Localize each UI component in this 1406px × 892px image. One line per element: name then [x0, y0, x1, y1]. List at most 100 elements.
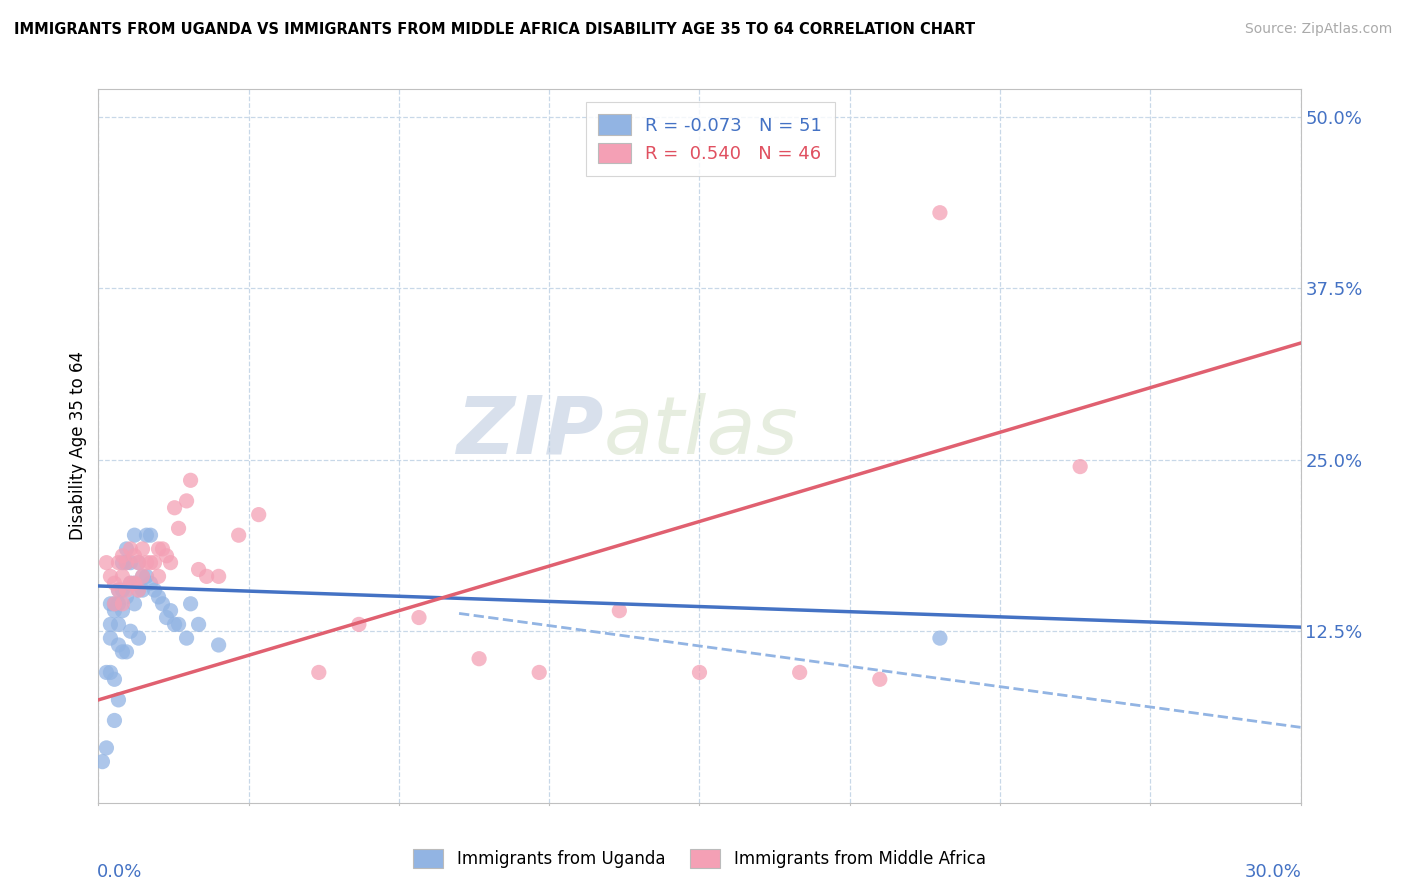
Point	[128, 583, 150, 598]
Point	[689, 665, 711, 680]
Point	[152, 541, 174, 556]
Point	[187, 562, 209, 576]
Point	[155, 610, 177, 624]
Point	[115, 541, 138, 556]
Point	[1069, 459, 1091, 474]
Point	[143, 556, 166, 570]
Point	[148, 590, 170, 604]
Point	[167, 521, 190, 535]
Point	[163, 500, 186, 515]
Y-axis label: Disability Age 35 to 64: Disability Age 35 to 64	[69, 351, 87, 541]
Point	[159, 604, 181, 618]
Point	[103, 597, 125, 611]
Point	[96, 556, 118, 570]
Text: IMMIGRANTS FROM UGANDA VS IMMIGRANTS FROM MIDDLE AFRICA DISABILITY AGE 35 TO 64 : IMMIGRANTS FROM UGANDA VS IMMIGRANTS FRO…	[14, 22, 976, 37]
Point	[180, 473, 202, 487]
Point	[128, 631, 150, 645]
Point	[148, 569, 170, 583]
Point	[131, 569, 153, 583]
Point	[111, 556, 134, 570]
Point	[124, 597, 146, 611]
Point	[103, 576, 125, 591]
Text: 0.0%: 0.0%	[97, 863, 142, 881]
Point	[111, 604, 134, 618]
Point	[187, 617, 209, 632]
Point	[124, 549, 146, 563]
Point	[107, 693, 129, 707]
Point	[107, 583, 129, 598]
Point	[152, 597, 174, 611]
Point	[115, 645, 138, 659]
Point	[929, 205, 952, 219]
Text: ZIP: ZIP	[456, 392, 603, 471]
Text: Source: ZipAtlas.com: Source: ZipAtlas.com	[1244, 22, 1392, 37]
Point	[103, 714, 125, 728]
Point	[135, 528, 157, 542]
Point	[869, 673, 891, 687]
Point	[120, 556, 142, 570]
Point	[115, 590, 138, 604]
Point	[139, 576, 162, 591]
Point	[208, 569, 231, 583]
Point	[139, 528, 162, 542]
Point	[103, 673, 125, 687]
Point	[143, 583, 166, 598]
Point	[208, 638, 231, 652]
Point	[111, 645, 134, 659]
Point	[131, 541, 153, 556]
Point	[107, 617, 129, 632]
Point	[120, 624, 142, 639]
Text: atlas: atlas	[603, 392, 799, 471]
Point	[163, 617, 186, 632]
Point	[347, 617, 370, 632]
Point	[100, 597, 122, 611]
Point	[128, 583, 150, 598]
Point	[159, 556, 181, 570]
Text: 30.0%: 30.0%	[1244, 863, 1302, 881]
Point	[115, 583, 138, 598]
Point	[131, 569, 153, 583]
Point	[100, 631, 122, 645]
Point	[100, 569, 122, 583]
Point	[107, 597, 129, 611]
Point	[111, 569, 134, 583]
Point	[408, 610, 430, 624]
Point	[96, 665, 118, 680]
Point	[103, 597, 125, 611]
Point	[308, 665, 330, 680]
Point	[111, 583, 134, 598]
Point	[120, 576, 142, 591]
Point	[115, 556, 138, 570]
Point	[176, 631, 198, 645]
Point	[120, 576, 142, 591]
Point	[100, 665, 122, 680]
Point	[929, 631, 952, 645]
Point	[135, 556, 157, 570]
Point	[111, 597, 134, 611]
Point	[180, 597, 202, 611]
Point	[103, 604, 125, 618]
Point	[107, 638, 129, 652]
Point	[124, 528, 146, 542]
Point	[139, 556, 162, 570]
Point	[100, 617, 122, 632]
Point	[609, 604, 631, 618]
Point	[195, 569, 218, 583]
Point	[789, 665, 811, 680]
Point	[107, 583, 129, 598]
Point	[135, 569, 157, 583]
Point	[529, 665, 551, 680]
Point	[91, 755, 114, 769]
Point	[167, 617, 190, 632]
Point	[111, 549, 134, 563]
Point	[128, 556, 150, 570]
Point	[155, 549, 177, 563]
Point	[131, 583, 153, 598]
Point	[468, 651, 491, 665]
Point	[124, 576, 146, 591]
Point	[176, 494, 198, 508]
Point	[120, 541, 142, 556]
Point	[247, 508, 270, 522]
Point	[96, 740, 118, 755]
Point	[124, 576, 146, 591]
